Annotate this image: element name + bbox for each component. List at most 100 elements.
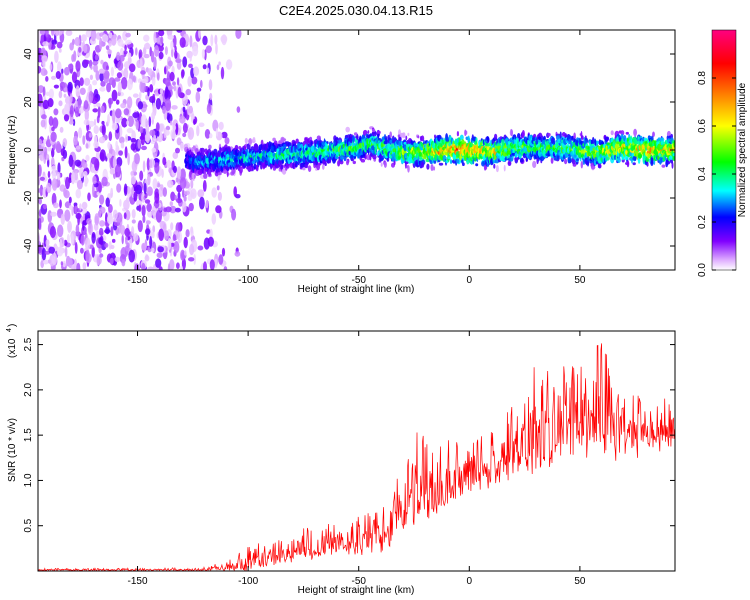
heatmap-signal-blob <box>367 130 370 134</box>
heatmap-noise-blob <box>164 129 170 136</box>
heatmap-noise-blob <box>233 186 237 198</box>
heatmap-noise-blob <box>190 179 194 189</box>
heatmap-noise-blob <box>82 262 87 270</box>
heatmap-signal-blob <box>200 155 204 159</box>
heatmap-noise-blob <box>137 220 143 233</box>
snr-y-axis-label: SNR (10 * v/v) <box>7 418 18 482</box>
heatmap-noise-blob <box>120 142 125 149</box>
heatmap-noise-blob <box>167 34 174 40</box>
colorbar-tick-label: 0.0 <box>697 263 708 277</box>
heatmap-signal-blob <box>191 151 194 158</box>
heatmap-noise-blob <box>92 60 98 66</box>
heatmap-noise-blob <box>100 59 104 65</box>
heatmap-noise-blob <box>45 76 49 82</box>
heatmap-noise-blob <box>200 79 203 89</box>
heatmap-noise-blob <box>49 63 53 71</box>
heatmap-noise-blob <box>93 118 97 126</box>
heatmap-noise-blob <box>61 68 64 74</box>
heatmap-noise-blob <box>170 222 174 231</box>
heatmap-noise-blob <box>85 143 89 149</box>
heatmap-noise-blob <box>152 225 156 234</box>
heatmap-signal-blob <box>204 167 208 172</box>
heatmap-noise-blob <box>144 76 149 84</box>
heatmap-noise-blob <box>151 205 156 216</box>
heatmap-noise-blob <box>131 186 135 196</box>
heatmap-noise-blob <box>101 34 109 43</box>
heatmap-noise-blob <box>55 71 61 79</box>
heatmap-noise-blob <box>202 64 207 70</box>
heatmap-noise-blob <box>112 156 117 170</box>
heatmap-noise-blob <box>182 56 188 68</box>
heatmap-signal-blob <box>253 163 257 170</box>
heatmap-noise-blob <box>71 54 75 63</box>
y-tick-label: 0 <box>23 147 34 153</box>
heatmap-signal-blob <box>306 139 309 146</box>
heatmap-noise-blob <box>45 239 50 246</box>
heatmap-signal-blob <box>255 165 259 172</box>
heatmap-noise-blob <box>131 226 135 237</box>
heatmap-noise-blob <box>128 236 133 250</box>
heatmap-noise-blob <box>45 91 50 97</box>
heatmap-signal-blob <box>393 160 396 166</box>
heatmap-noise-blob <box>39 30 46 35</box>
heatmap-signal-blob <box>194 168 197 175</box>
heatmap-noise-blob <box>68 154 74 167</box>
heatmap-noise-blob <box>132 75 136 83</box>
heatmap-noise-blob <box>183 236 188 249</box>
heatmap-signal-blob <box>420 161 425 168</box>
heatmap-noise-blob <box>40 119 46 128</box>
heatmap-noise-blob <box>199 196 205 210</box>
heatmap-signal-blob <box>285 162 290 169</box>
heatmap-noise-blob <box>201 48 205 59</box>
colorbar-tick-label: 0.8 <box>697 71 708 85</box>
heatmap-noise-blob <box>89 74 93 81</box>
heatmap-noise-blob <box>149 84 154 93</box>
heatmap-signal-blob <box>426 163 430 170</box>
heatmap-noise-blob <box>141 145 147 151</box>
snr-y-multiplier-base: (x10 <box>7 338 18 358</box>
heatmap-noise-blob <box>83 44 88 53</box>
heatmap-noise-blob <box>143 182 147 195</box>
heatmap-noise-blob <box>176 137 182 146</box>
heatmap-noise-blob <box>172 81 176 86</box>
heatmap-noise-blob <box>164 46 168 56</box>
heatmap-noise-blob <box>42 203 48 210</box>
x-tick-label: 0 <box>467 576 473 587</box>
heatmap-noise-blob <box>147 266 155 270</box>
heatmap-noise-blob <box>58 90 63 99</box>
heatmap-noise-blob <box>112 209 118 220</box>
heatmap-noise-blob <box>127 152 130 166</box>
heatmap-noise-blob <box>62 260 66 268</box>
heatmap-noise-blob <box>124 146 128 159</box>
heatmap-noise-blob <box>120 77 128 90</box>
heatmap-noise-blob <box>149 159 153 169</box>
heatmap-noise-blob <box>218 254 224 265</box>
heatmap-noise-blob <box>182 122 188 134</box>
heatmap-signal-blob <box>493 163 496 169</box>
heatmap-noise-blob <box>176 197 183 204</box>
heatmap-noise-blob <box>191 76 198 85</box>
heatmap-noise-blob <box>190 188 197 199</box>
heatmap-signal-blob <box>238 166 243 174</box>
heatmap-noise-blob <box>121 234 124 245</box>
y-tick-label: 2.0 <box>23 382 34 396</box>
heatmap-signal-blob <box>397 134 401 138</box>
heatmap-noise-blob <box>192 45 199 57</box>
heatmap-signal-blob <box>356 134 359 141</box>
heatmap-signal-blob <box>402 132 406 139</box>
heatmap-noise-blob <box>145 228 151 236</box>
heatmap-signal-blob <box>598 164 601 169</box>
heatmap-noise-blob <box>110 34 117 46</box>
heatmap-signal-blob <box>380 162 383 167</box>
heatmap-noise-blob <box>95 230 99 238</box>
heatmap-noise-blob <box>165 125 171 131</box>
heatmap-noise-blob <box>59 238 63 249</box>
heatmap-signal-blob <box>440 143 443 147</box>
heatmap-noise-blob <box>209 228 213 240</box>
heatmap-noise-blob <box>180 249 186 261</box>
heatmap-noise-blob <box>149 236 153 249</box>
heatmap-noise-blob <box>218 121 224 131</box>
heatmap-noise-blob <box>125 235 128 245</box>
heatmap-noise-blob <box>193 66 200 76</box>
heatmap-signal-blob <box>342 144 346 148</box>
